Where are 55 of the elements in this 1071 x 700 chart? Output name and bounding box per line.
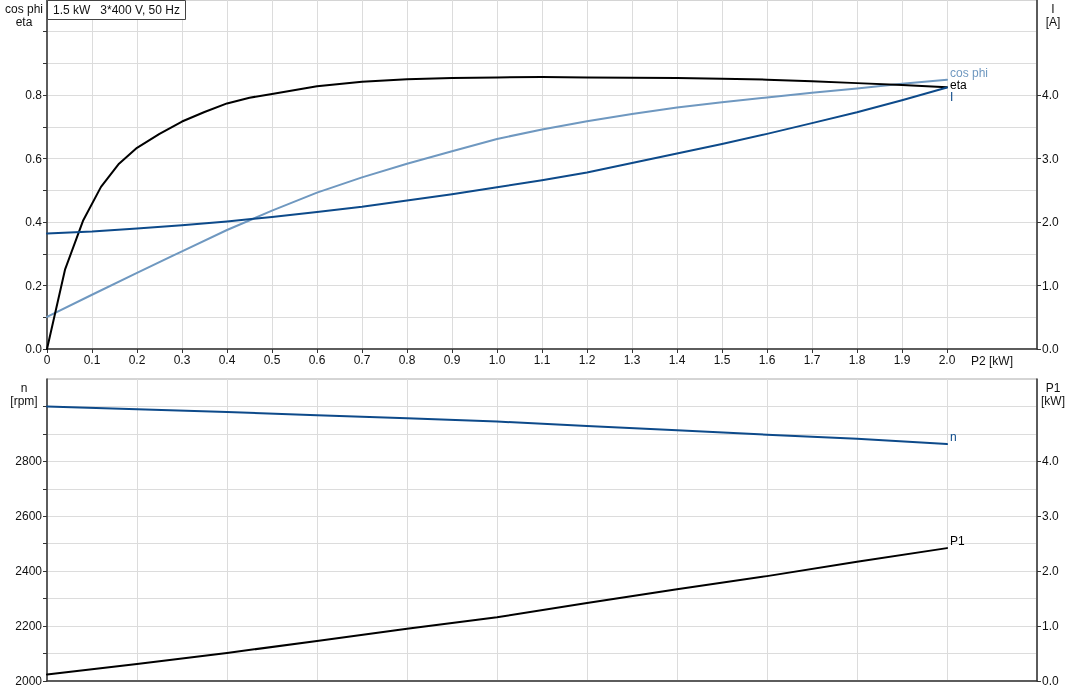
x-tick-label: 1.3 bbox=[623, 353, 641, 367]
line-series bbox=[46, 405, 948, 446]
x-tick-label: 1.2 bbox=[578, 353, 596, 367]
series-label: cos phi bbox=[950, 65, 989, 80]
x-tick-label: 0.7 bbox=[353, 353, 371, 367]
x-tick-label: 0.8 bbox=[398, 353, 416, 367]
line-series bbox=[46, 86, 948, 235]
y-axis-title: n [rpm] bbox=[10, 380, 38, 408]
x-axis-title: P2 [kW] bbox=[970, 353, 1014, 368]
x-tick-label: 1.5 bbox=[713, 353, 731, 367]
y-tick-label: 0.0 bbox=[25, 342, 43, 356]
y-tick-label: 0.6 bbox=[25, 151, 43, 166]
x-tick-label: 0.6 bbox=[308, 353, 326, 367]
y2-tick-label: 2.0 bbox=[1042, 215, 1060, 230]
y2-tick-label: 4.0 bbox=[1042, 88, 1060, 103]
x-tick-label: 1.1 bbox=[533, 353, 551, 367]
y2-tick-label: 4.0 bbox=[1042, 454, 1060, 469]
x-tick-label: 1.9 bbox=[893, 353, 911, 367]
chart-title: 1.5 kW 3*400 V, 50 Hz bbox=[53, 3, 180, 17]
y-tick-label: 2600 bbox=[15, 509, 43, 524]
y2-tick-label: 0.0 bbox=[1042, 342, 1060, 356]
series-label: P1 bbox=[950, 534, 965, 549]
x-tick-label: 0.1 bbox=[83, 353, 101, 367]
y2-tick-label: 3.0 bbox=[1042, 509, 1060, 524]
y-tick-label: 2200 bbox=[15, 619, 43, 634]
x-tick-label: 1.8 bbox=[848, 353, 866, 367]
y-tick-label: 2000 bbox=[15, 674, 43, 688]
y-tick-label: 0.8 bbox=[25, 88, 43, 103]
series-label: eta bbox=[950, 77, 968, 92]
x-tick-label: 0.5 bbox=[263, 353, 281, 367]
x-tick-label: 0.4 bbox=[218, 353, 236, 367]
series-label: n bbox=[950, 430, 957, 445]
y2-tick-label: 1.0 bbox=[1042, 278, 1060, 293]
y-tick-label: 0.4 bbox=[25, 215, 43, 230]
x-tick-label: 0.3 bbox=[173, 353, 191, 367]
x-tick-label: 1.7 bbox=[803, 353, 821, 367]
x-tick-label: 0.2 bbox=[128, 353, 146, 367]
line-series bbox=[46, 547, 948, 676]
y2-tick-label: 1.0 bbox=[1042, 619, 1060, 634]
x-tick-label: 1.0 bbox=[488, 353, 506, 367]
x-tick-label: 2.0 bbox=[938, 353, 956, 367]
y2-tick-label: 3.0 bbox=[1042, 151, 1060, 166]
y-tick-label: 2800 bbox=[15, 454, 43, 469]
y-tick-label: 2400 bbox=[15, 564, 43, 579]
y2-tick-label: 0.0 bbox=[1042, 674, 1060, 688]
x-tick-label: 0 bbox=[43, 353, 51, 367]
series-label: I bbox=[950, 89, 954, 104]
y2-tick-label: 2.0 bbox=[1042, 564, 1060, 579]
x-tick-label: 1.4 bbox=[668, 353, 686, 367]
y-tick-label: 0.2 bbox=[25, 278, 43, 293]
y2-axis-title: P1 [kW] bbox=[1041, 380, 1065, 408]
y-axis-title: cos phi eta bbox=[4, 1, 44, 29]
y2-axis-title: I [A] bbox=[1045, 1, 1061, 29]
x-tick-label: 0.9 bbox=[443, 353, 461, 367]
x-tick-label: 1.6 bbox=[758, 353, 776, 367]
